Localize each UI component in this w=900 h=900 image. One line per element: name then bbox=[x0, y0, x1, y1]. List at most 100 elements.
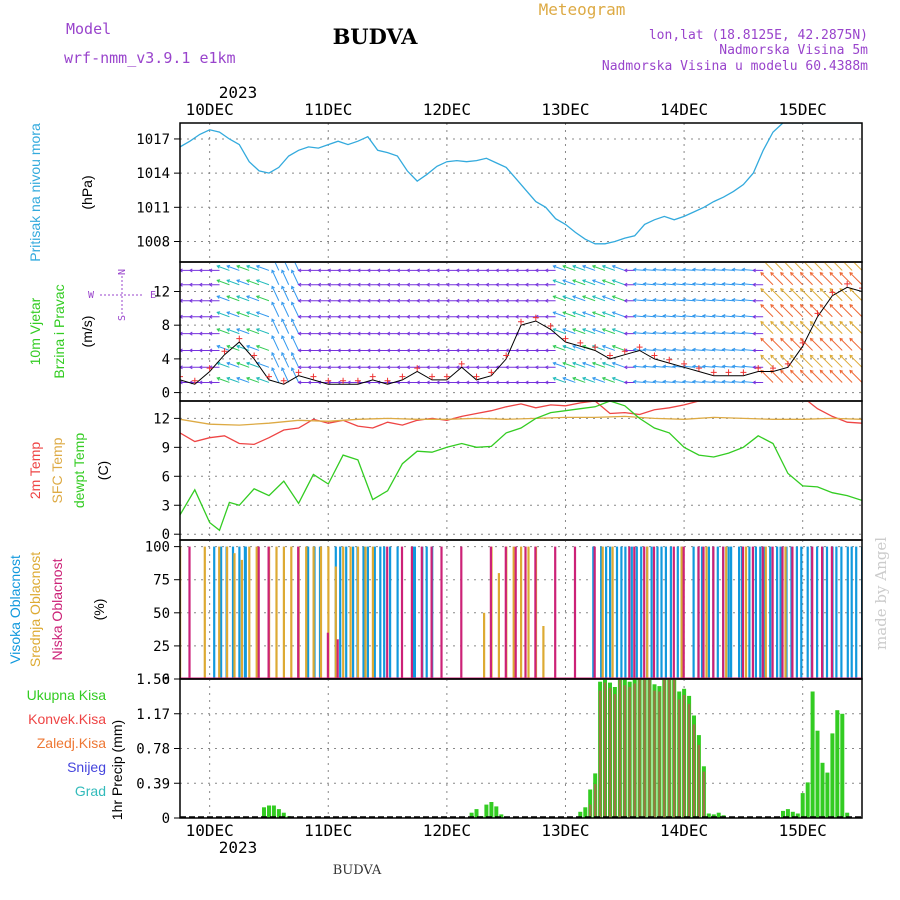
wind-arrow-head bbox=[591, 328, 596, 332]
wind-gust-marker bbox=[606, 352, 613, 359]
y-axis-label: Brzina i Pravac bbox=[51, 284, 67, 378]
wind-arrow-head bbox=[505, 268, 509, 273]
wind-arrow bbox=[800, 272, 813, 286]
bottom-day-label: 10DEC bbox=[186, 821, 234, 840]
wind-arrow bbox=[236, 295, 250, 302]
wind-arrow-head bbox=[376, 314, 381, 319]
convective-precip-bar bbox=[628, 687, 631, 818]
convective-precip-bar bbox=[692, 724, 696, 818]
wind-arrow bbox=[582, 377, 596, 383]
wind-arrow-head bbox=[682, 379, 686, 384]
model-elevation-line: Nadmorska Visina u modelu 60.4388m bbox=[602, 59, 868, 74]
convective-precip-bar bbox=[702, 771, 706, 818]
wind-arrow-head bbox=[297, 298, 302, 303]
wind-arrow-head bbox=[552, 376, 557, 381]
wind-arrow bbox=[281, 269, 290, 285]
wind-arrow bbox=[653, 269, 665, 271]
wind-arrow-head bbox=[672, 330, 677, 335]
wind-arrow bbox=[682, 315, 695, 318]
wind-arrow-head bbox=[544, 298, 549, 303]
wind-arrow-head bbox=[495, 331, 499, 336]
wind-gust-marker bbox=[710, 369, 717, 376]
wind-arrow bbox=[682, 332, 695, 335]
wind-arrow-head bbox=[791, 258, 794, 261]
wind-arrow-head bbox=[780, 369, 784, 374]
wind-arrow bbox=[612, 377, 625, 383]
wind-arrow bbox=[274, 262, 280, 271]
wind-arrow-head bbox=[562, 311, 567, 315]
wind-arrow bbox=[592, 377, 606, 383]
wind-arrow bbox=[236, 279, 250, 286]
wind-arrow bbox=[742, 365, 754, 368]
wind-arrow-head bbox=[366, 348, 371, 353]
wind-arrow bbox=[643, 349, 655, 351]
wind-arrow-head bbox=[208, 380, 213, 385]
wind-arrow-head bbox=[376, 331, 381, 336]
footer-label: BUDVA bbox=[333, 863, 382, 878]
wind-gust-marker bbox=[740, 369, 747, 376]
wind-arrow bbox=[673, 332, 685, 335]
wind-arrow bbox=[217, 311, 230, 318]
wind-arrow-head bbox=[236, 344, 241, 349]
compass-west: W bbox=[88, 290, 95, 301]
y-tick-label: 100 bbox=[145, 540, 170, 556]
wind-arrow-head bbox=[291, 318, 295, 323]
y-axis-label: Niska Oblacnost bbox=[49, 558, 65, 660]
wind-arrow bbox=[281, 286, 290, 301]
top-day-label: 13DEC bbox=[541, 100, 589, 119]
wind-arrow bbox=[633, 269, 645, 271]
wind-arrow bbox=[582, 328, 596, 335]
wind-arrow-head bbox=[246, 264, 250, 269]
high-cloud-bar bbox=[763, 546, 766, 679]
low-cloud-bar bbox=[534, 546, 537, 679]
wind-arrow-head bbox=[623, 331, 628, 336]
wind-arrow-head bbox=[246, 361, 250, 366]
wind-arrow-head bbox=[255, 344, 260, 349]
wind-arrow-head bbox=[291, 285, 295, 290]
wind-arrow-head bbox=[271, 318, 275, 323]
wind-arrow bbox=[770, 370, 784, 383]
wind-arrow-head bbox=[455, 268, 460, 273]
wind-arrow bbox=[217, 377, 230, 383]
wind-arrow-head bbox=[445, 298, 450, 303]
wind-arrow-head bbox=[534, 331, 539, 336]
wind-arrow bbox=[291, 335, 300, 351]
wind-arrow bbox=[236, 345, 250, 351]
panel-frame bbox=[179, 122, 863, 263]
wind-arrow-head bbox=[426, 380, 430, 385]
wind-arrow bbox=[633, 299, 645, 302]
wind-arrow-head bbox=[752, 298, 756, 303]
wind-arrow-head bbox=[760, 369, 765, 374]
wind-gust-marker bbox=[443, 373, 450, 380]
wind-arrow-head bbox=[672, 347, 677, 352]
series-line-temp2m bbox=[180, 401, 862, 446]
wind-arrow-head bbox=[544, 380, 549, 385]
total-precip-bar bbox=[484, 804, 489, 818]
wind-arrow-head bbox=[760, 320, 765, 325]
wind-arrow-head bbox=[281, 367, 285, 371]
wind-arrow-head bbox=[376, 348, 381, 353]
wind-arrow-head bbox=[406, 348, 411, 353]
wind-arrow bbox=[760, 321, 774, 334]
wind-arrow bbox=[582, 311, 596, 318]
wind-arrow-head bbox=[475, 380, 480, 385]
wind-arrow-head bbox=[672, 298, 677, 303]
y-tick-label: 0 bbox=[162, 672, 170, 688]
mid-cloud-bar bbox=[290, 546, 293, 679]
wind-arrow-head bbox=[297, 282, 302, 287]
wind-arrow-head bbox=[761, 258, 764, 261]
wind-arrow-head bbox=[216, 328, 221, 332]
wind-arrow-head bbox=[770, 337, 774, 342]
wind-arrow-head bbox=[376, 268, 381, 273]
wind-arrow bbox=[829, 321, 843, 334]
wind-gust-marker bbox=[681, 360, 688, 367]
wind-arrow bbox=[760, 370, 774, 383]
wind-arrow-head bbox=[505, 348, 509, 353]
high-cloud-bar bbox=[769, 546, 772, 679]
y-axis-unit: (C) bbox=[95, 461, 111, 480]
wind-gust-marker bbox=[859, 285, 862, 292]
wind-gust-marker bbox=[636, 344, 643, 351]
low-cloud-bar bbox=[643, 546, 646, 679]
bottom-day-label: 14DEC bbox=[660, 821, 708, 840]
wind-arrow bbox=[562, 328, 576, 335]
